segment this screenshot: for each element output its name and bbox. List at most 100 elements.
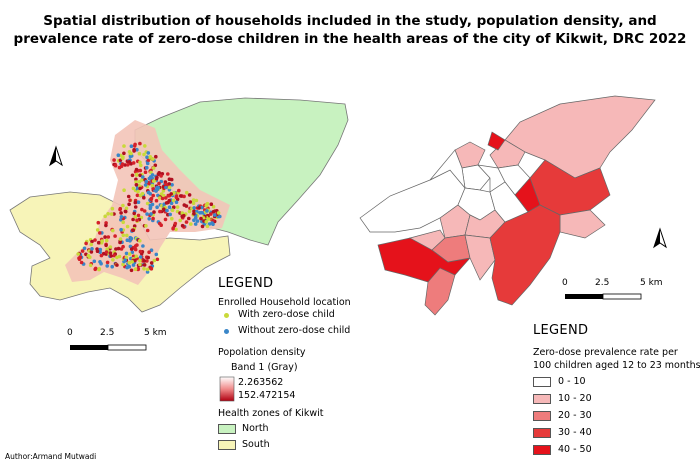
- household-point: [121, 156, 125, 161]
- scale-bar-left: [70, 344, 147, 351]
- household-point: [77, 257, 82, 262]
- household-point: [159, 192, 164, 196]
- household-point: [149, 197, 153, 201]
- household-point: [150, 183, 155, 188]
- household-point: [155, 257, 160, 262]
- household-point: [184, 190, 189, 195]
- south-zone-label: South: [242, 439, 270, 450]
- household-point: [172, 191, 176, 195]
- household-point: [119, 215, 124, 219]
- household-point: [149, 261, 154, 265]
- left-scale-max: 5 km: [144, 328, 167, 338]
- household-point: [79, 260, 84, 265]
- household-point: [209, 202, 214, 206]
- household-point: [146, 151, 151, 155]
- household-point: [134, 180, 138, 184]
- household-point: [130, 260, 134, 264]
- household-point: [127, 202, 131, 207]
- scale-bar-right: [565, 293, 642, 300]
- household-point: [122, 144, 126, 148]
- household-point: [141, 175, 145, 179]
- household-point: [146, 190, 151, 195]
- household-point: [164, 185, 168, 190]
- household-point: [171, 198, 176, 203]
- household-point: [147, 250, 151, 254]
- household-point: [142, 259, 147, 263]
- density-heading: Popolation density: [218, 347, 306, 358]
- household-point: [128, 154, 133, 159]
- household-point: [125, 233, 129, 238]
- title-line-2: prevalence rate of zero-dose children in…: [13, 31, 687, 47]
- household-point: [115, 255, 119, 260]
- area-north-red: [487, 131, 506, 151]
- household-point: [212, 213, 217, 217]
- right-scale-max: 5 km: [640, 278, 663, 288]
- household-point: [132, 224, 137, 228]
- household-point: [178, 194, 183, 198]
- class-2-label: 20 - 30: [558, 410, 592, 421]
- household-point: [157, 171, 161, 175]
- household-point: [133, 205, 138, 209]
- household-point: [167, 205, 172, 209]
- household-point: [129, 247, 134, 251]
- household-point: [151, 186, 155, 191]
- household-point: [163, 217, 168, 222]
- area-east-pink: [559, 209, 606, 239]
- household-point: [138, 186, 142, 191]
- household-point: [92, 259, 97, 264]
- household-point: [133, 258, 137, 263]
- household-point: [132, 211, 136, 216]
- household-point: [155, 175, 159, 180]
- household-point: [80, 249, 85, 253]
- household-point: [169, 201, 174, 205]
- household-point: [93, 266, 98, 271]
- household-point: [166, 200, 170, 205]
- household-point: [145, 155, 149, 159]
- household-point: [110, 206, 115, 211]
- household-point: [126, 163, 130, 167]
- area-south-left: [424, 267, 456, 316]
- household-point: [116, 153, 121, 157]
- household-point: [133, 142, 137, 147]
- household-point: [155, 185, 159, 190]
- household-point: [140, 207, 144, 212]
- household-point: [121, 220, 125, 224]
- household-point: [204, 203, 209, 208]
- household-point: [76, 252, 80, 256]
- area-southeast-red: [489, 204, 561, 306]
- household-point: [210, 221, 214, 225]
- household-point: [122, 188, 126, 192]
- household-point: [134, 177, 138, 182]
- household-point: [149, 212, 153, 216]
- rate-heading-2: 100 children aged 12 to 23 months: [533, 360, 700, 371]
- household-point: [103, 235, 107, 239]
- household-point: [134, 167, 139, 172]
- household-point: [128, 244, 133, 249]
- household-point: [143, 170, 148, 174]
- household-point: [135, 193, 140, 198]
- household-point: [131, 217, 135, 222]
- household-point: [200, 205, 204, 210]
- household-point: [174, 200, 179, 204]
- household-point: [119, 227, 123, 232]
- household-point: [138, 262, 142, 267]
- household-point: [135, 147, 139, 152]
- household-point: [89, 250, 94, 254]
- household-point: [170, 208, 175, 212]
- household-point: [146, 255, 150, 260]
- left-legend-title: LEGEND: [218, 276, 274, 291]
- household-point: [118, 240, 122, 245]
- household-point: [211, 204, 216, 209]
- household-point: [104, 238, 109, 243]
- household-point: [132, 148, 136, 152]
- rate-heading-1: Zero-dose prevalence rate per: [533, 347, 678, 358]
- south-zone-swatch: [218, 440, 236, 450]
- household-point: [129, 236, 134, 241]
- household-point: [152, 179, 156, 183]
- household-point: [113, 234, 117, 238]
- household-point: [121, 233, 126, 238]
- household-point: [211, 210, 216, 214]
- household-point: [139, 163, 143, 168]
- household-point: [194, 198, 199, 203]
- left-map: [9, 97, 349, 351]
